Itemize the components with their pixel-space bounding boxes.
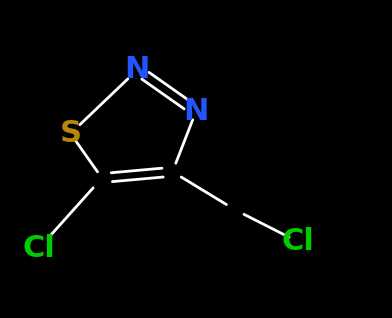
Text: Cl: Cl (23, 233, 56, 263)
Text: N: N (183, 97, 209, 126)
Text: S: S (60, 119, 82, 148)
Text: N: N (125, 55, 150, 85)
Text: Cl: Cl (281, 227, 314, 256)
